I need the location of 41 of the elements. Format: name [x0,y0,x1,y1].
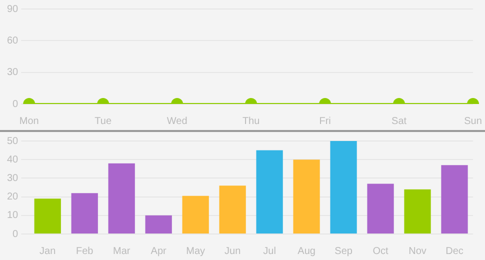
bar [108,163,135,234]
x-tick-label: Mar [112,246,131,257]
bar [71,193,98,234]
x-tick-label: Jul [263,246,276,257]
y-tick-label: 20 [7,192,19,203]
bar [34,198,61,234]
x-tick-label: May [186,246,206,257]
x-tick-label: Dec [446,246,464,257]
x-tick-label: Fri [319,116,331,127]
x-tick-label: Sat [392,116,407,127]
bar [145,215,172,234]
y-tick-label: 60 [7,35,19,46]
bar [182,196,209,234]
y-tick-label: 0 [12,98,19,110]
y-tick-label: 50 [7,136,19,147]
x-tick-label: Wed [166,116,188,127]
x-tick-label: Apr [150,246,168,257]
y-tick-label: 40 [7,154,19,166]
bar [293,160,320,234]
bar [219,186,246,234]
x-tick-label: Mon [19,116,39,127]
x-tick-label: Thu [242,116,260,127]
x-tick-label: Jan [40,246,56,257]
y-tick-label: 90 [7,4,19,15]
x-tick-label: Tue [94,116,112,127]
x-tick-label: Feb [76,246,94,257]
bar [441,165,468,234]
bar [256,150,283,234]
y-tick-label: 10 [7,210,19,222]
x-tick-label: Aug [298,246,316,257]
bar [330,141,357,234]
x-tick-label: Sun [464,116,482,127]
x-tick-label: Oct [372,246,389,257]
x-tick-label: Sep [334,246,353,257]
y-tick-label: 0 [12,228,19,240]
bar [404,189,431,234]
y-tick-label: 30 [7,172,19,184]
y-tick-label: 30 [7,67,19,78]
bar [367,184,394,234]
x-tick-label: Nov [408,246,426,257]
x-tick-label: Jun [224,246,241,257]
